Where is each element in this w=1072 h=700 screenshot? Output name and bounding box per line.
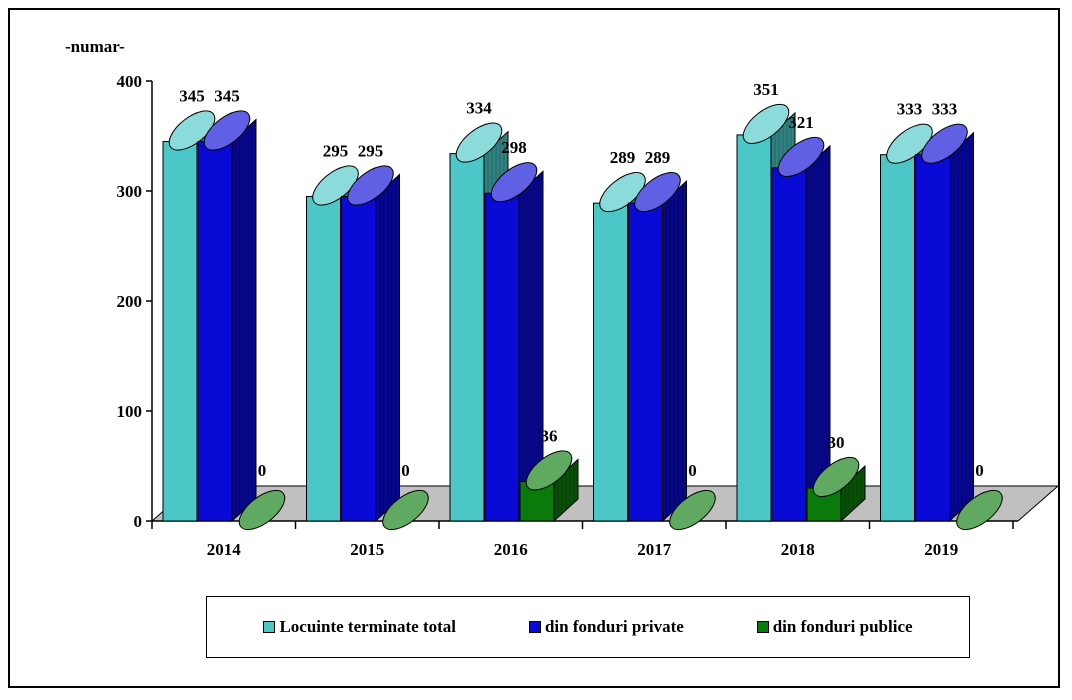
y-tick-label: 300 — [117, 182, 143, 201]
bar-din-fonduri-publice-2015-top — [382, 489, 429, 531]
legend-item-total: Locuinte terminate total — [263, 617, 456, 637]
legend-label-total: Locuinte terminate total — [279, 617, 457, 636]
data-label: 289 — [610, 148, 636, 167]
bar-locuinte-terminate-total-2015-body — [306, 196, 341, 522]
bar-din-fonduri-private-2016-body — [484, 192, 520, 522]
legend-label-public: din fonduri publice — [772, 617, 913, 636]
bar-din-fonduri-private-2014-top — [203, 110, 251, 151]
bar-locuinte-terminate-total-2018-body — [736, 134, 772, 522]
bar-din-fonduri-publice-2016-top — [525, 450, 573, 491]
legend-label-private: din fonduri private — [544, 617, 684, 636]
bar-locuinte-terminate-total-2014-top — [168, 110, 216, 151]
bar-locuinte-terminate-total-2019-body — [880, 154, 915, 522]
data-label: 0 — [401, 461, 410, 480]
data-label: 0 — [258, 461, 267, 480]
bar-din-fonduri-private-2018-top — [777, 136, 825, 177]
x-tick-label: 2019 — [924, 540, 958, 559]
y-axis-label: -numar- — [65, 37, 125, 56]
bar-locuinte-terminate-total-2018-top — [742, 103, 790, 144]
x-tick-label: 2016 — [494, 540, 528, 559]
y-tick-label: 200 — [117, 292, 143, 311]
bar-locuinte-terminate-total-2017-top — [599, 172, 646, 213]
bar-din-fonduri-private-2018-body — [771, 167, 807, 522]
y-tick-label: 400 — [117, 72, 143, 91]
bar-din-fonduri-publice-2017 — [669, 489, 716, 531]
data-label: 333 — [932, 100, 958, 119]
bar-din-fonduri-private-2014 — [197, 110, 257, 523]
bar-din-fonduri-publice-2018 — [806, 456, 866, 523]
bar-din-fonduri-private-2015-top — [347, 165, 394, 206]
bar-din-fonduri-publice-2016 — [519, 450, 579, 523]
data-label: 295 — [323, 142, 349, 161]
legend-item-public: din fonduri publice — [756, 617, 913, 637]
bar-din-fonduri-publice-2017-top — [669, 489, 716, 531]
data-label: 321 — [788, 113, 814, 132]
bar-din-fonduri-private-2019-top — [921, 123, 968, 164]
bar-din-fonduri-private-2019 — [915, 123, 974, 523]
bar-locuinte-terminate-total-2019-top — [886, 123, 933, 164]
bar-locuinte-terminate-total-2014-body — [162, 141, 198, 522]
bar-din-fonduri-publice-2019 — [956, 489, 1003, 531]
bar-din-fonduri-publice-2014-top — [238, 489, 286, 531]
legend-swatch-private — [528, 621, 541, 633]
data-label: 30 — [828, 433, 845, 452]
data-label: 351 — [753, 80, 779, 99]
y-tick-label: 100 — [117, 402, 143, 421]
x-tick-label: 2015 — [350, 540, 384, 559]
bar-din-fonduri-private-2017-body — [628, 202, 663, 522]
bar-din-fonduri-publice-2019-top — [956, 489, 1003, 531]
data-label: 334 — [466, 99, 492, 118]
data-label: 298 — [501, 138, 527, 157]
bar-din-fonduri-publice-2015 — [382, 489, 429, 531]
data-label: 345 — [179, 87, 205, 106]
bar-din-fonduri-private-2017-top — [634, 172, 681, 213]
data-label: 295 — [358, 142, 384, 161]
bar-din-fonduri-private-2016-top — [490, 162, 538, 203]
legend-swatch-public — [756, 621, 769, 633]
bar-din-fonduri-private-2015-body — [341, 196, 376, 522]
bar-locuinte-terminate-total-2015-top — [312, 165, 359, 206]
data-label: 289 — [645, 148, 671, 167]
data-label: 345 — [214, 87, 240, 106]
data-label: 0 — [688, 461, 697, 480]
x-tick-label: 2014 — [207, 540, 242, 559]
legend-swatch-total — [263, 621, 276, 633]
legend: Locuinte terminate total din fonduri pri… — [206, 596, 970, 658]
legend-item-private: din fonduri private — [528, 617, 684, 637]
x-tick-label: 2018 — [781, 540, 815, 559]
bar-locuinte-terminate-total-2016-body — [449, 153, 485, 522]
bar-din-fonduri-private-2014-body — [197, 141, 233, 522]
bar-din-fonduri-publice-2014 — [238, 489, 286, 531]
y-tick-label: 0 — [134, 512, 143, 531]
data-label: 333 — [897, 100, 923, 119]
bar-din-fonduri-private-2019-body — [915, 154, 950, 522]
bar-din-fonduri-publice-2018-top — [812, 456, 860, 498]
bar-locuinte-terminate-total-2016-top — [455, 122, 503, 163]
bar-din-fonduri-private-2015 — [341, 165, 400, 523]
data-label: 36 — [541, 426, 558, 445]
bar-din-fonduri-private-2018 — [771, 136, 831, 523]
bar-locuinte-terminate-total-2017-body — [593, 202, 628, 522]
data-label: 0 — [975, 461, 984, 480]
bar-din-fonduri-private-2017 — [628, 172, 687, 523]
x-tick-label: 2017 — [637, 540, 672, 559]
